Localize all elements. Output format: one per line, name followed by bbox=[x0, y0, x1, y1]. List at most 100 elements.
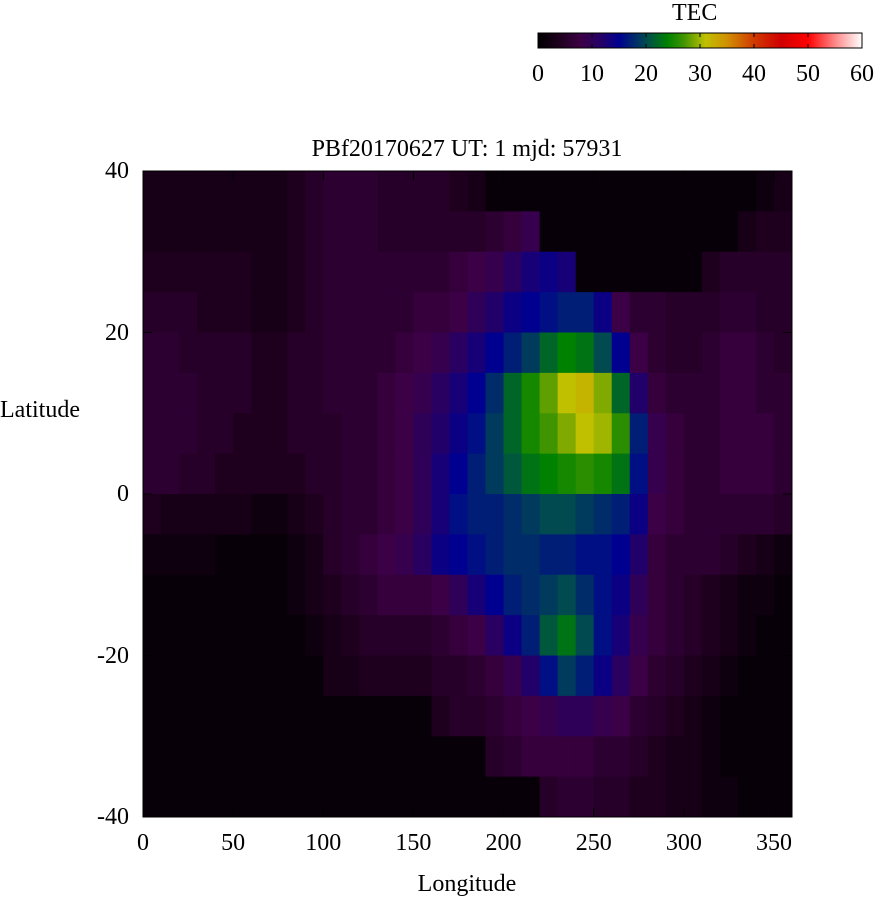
heatmap-cell bbox=[323, 655, 342, 697]
heatmap-cell bbox=[557, 494, 577, 535]
heatmap-cell bbox=[341, 776, 360, 818]
heatmap-cell bbox=[143, 413, 162, 455]
heatmap-cell bbox=[305, 695, 324, 737]
heatmap-cell bbox=[143, 534, 162, 576]
heatmap-cell bbox=[611, 413, 631, 455]
heatmap-cell bbox=[701, 776, 721, 818]
heatmap-cell bbox=[557, 534, 577, 576]
heatmap-cell bbox=[755, 494, 775, 535]
heatmap-cell bbox=[701, 655, 721, 697]
heatmap-cell bbox=[557, 655, 577, 697]
heatmap-cell bbox=[557, 332, 577, 374]
colorbar-tick-label: 30 bbox=[688, 61, 712, 87]
heatmap-cell bbox=[539, 211, 559, 253]
heatmap-cell bbox=[413, 736, 432, 778]
heatmap-cell bbox=[395, 655, 414, 697]
heatmap-cell bbox=[467, 695, 487, 737]
heatmap-cell bbox=[485, 574, 505, 616]
heatmap-cell bbox=[215, 413, 234, 455]
heatmap-cell bbox=[629, 292, 649, 333]
heatmap-cell bbox=[323, 251, 342, 293]
heatmap-cell bbox=[575, 736, 595, 778]
heatmap-cell bbox=[287, 776, 306, 818]
heatmap-cell bbox=[215, 615, 234, 656]
heatmap-cell bbox=[701, 453, 721, 495]
heatmap-cell bbox=[737, 615, 757, 656]
heatmap-cell bbox=[503, 292, 523, 333]
heatmap-cell bbox=[143, 655, 162, 697]
heatmap-cell bbox=[431, 292, 450, 333]
heatmap-cell bbox=[161, 736, 180, 778]
heatmap-cell bbox=[287, 171, 306, 212]
heatmap-cell bbox=[179, 534, 198, 576]
heatmap-cell bbox=[503, 211, 523, 253]
heatmap-cell bbox=[269, 332, 288, 374]
heatmap-cell bbox=[341, 615, 360, 656]
heatmap-cell bbox=[161, 655, 180, 697]
heatmap-cell bbox=[683, 332, 703, 374]
heatmap-cell bbox=[683, 171, 703, 212]
heatmap-cell bbox=[287, 695, 306, 737]
heatmap-cell bbox=[341, 171, 360, 212]
y-tick-label: -20 bbox=[97, 642, 129, 669]
heatmap-cell bbox=[449, 453, 468, 495]
heatmap-cell bbox=[359, 494, 378, 535]
heatmap-cell bbox=[521, 534, 541, 576]
heatmap-cell bbox=[665, 251, 685, 293]
heatmap-cell bbox=[755, 251, 775, 293]
heatmap-cell bbox=[719, 453, 739, 495]
heatmap-cell bbox=[773, 251, 793, 293]
heatmap-cell bbox=[449, 574, 468, 616]
heatmap-cell bbox=[359, 171, 378, 212]
heatmap-cell bbox=[647, 695, 667, 737]
heatmap-cell bbox=[251, 332, 270, 374]
heatmap-cell bbox=[251, 413, 270, 455]
heatmap-cell bbox=[503, 695, 523, 737]
heatmap-cell bbox=[701, 292, 721, 333]
heatmap-cell bbox=[755, 695, 775, 737]
heatmap-cell bbox=[377, 695, 396, 737]
heatmap-cell bbox=[737, 574, 757, 616]
heatmap-cell bbox=[521, 736, 541, 778]
heatmap-cell bbox=[629, 776, 649, 818]
heatmap-cell bbox=[737, 413, 757, 455]
heatmap-cell bbox=[683, 494, 703, 535]
heatmap-cell bbox=[377, 413, 396, 455]
heatmap-cell bbox=[341, 453, 360, 495]
heatmap-cell bbox=[341, 494, 360, 535]
heatmap-cell bbox=[233, 332, 252, 374]
heatmap-cell bbox=[521, 171, 541, 212]
heatmap-cell bbox=[467, 615, 487, 656]
heatmap-cell bbox=[575, 534, 595, 576]
heatmap-cell bbox=[467, 171, 487, 212]
heatmap-cell bbox=[719, 251, 739, 293]
heatmap-cell bbox=[161, 615, 180, 656]
heatmap-cell bbox=[611, 695, 631, 737]
heatmap-cell bbox=[197, 574, 216, 616]
heatmap-cell bbox=[161, 494, 180, 535]
heatmap-cell bbox=[755, 574, 775, 616]
heatmap-cell bbox=[305, 776, 324, 818]
heatmap-cell bbox=[449, 615, 468, 656]
heatmap-cell bbox=[719, 332, 739, 374]
heatmap-cell bbox=[395, 615, 414, 656]
heatmap-cell bbox=[719, 574, 739, 616]
heatmap-cell bbox=[575, 453, 595, 495]
heatmap-cell bbox=[143, 776, 162, 818]
heatmap-cell bbox=[215, 655, 234, 697]
heatmap-cell bbox=[611, 211, 631, 253]
heatmap-cell bbox=[683, 655, 703, 697]
heatmap-cell bbox=[467, 655, 487, 697]
heatmap-cell bbox=[683, 292, 703, 333]
heatmap-cell bbox=[359, 211, 378, 253]
heatmap-cell bbox=[683, 413, 703, 455]
heatmap-cell bbox=[179, 332, 198, 374]
heatmap-cell bbox=[539, 615, 559, 656]
heatmap-cell bbox=[773, 292, 793, 333]
heatmap-cell bbox=[449, 372, 468, 414]
heatmap-cell bbox=[647, 413, 667, 455]
heatmap-cell bbox=[665, 494, 685, 535]
heatmap-cell bbox=[611, 251, 631, 293]
heatmap-cell bbox=[755, 372, 775, 414]
heatmap-cell bbox=[413, 332, 432, 374]
